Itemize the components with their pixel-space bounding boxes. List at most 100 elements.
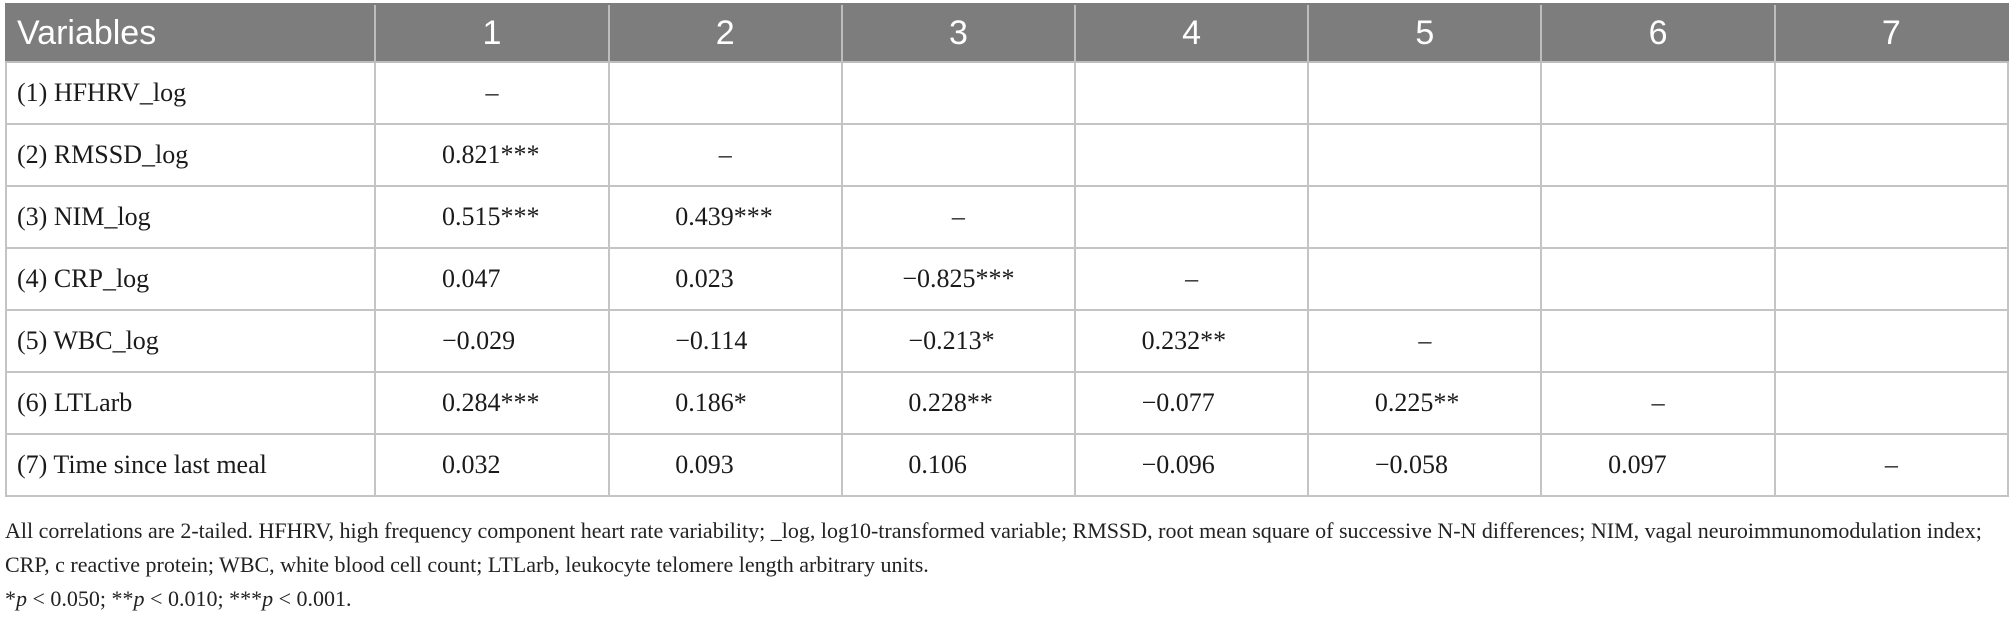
- column-header-5: 5: [1307, 3, 1542, 63]
- correlation-cell: 0.097: [1540, 433, 1776, 497]
- correlation-value: –: [485, 78, 499, 107]
- significance-label: p: [262, 586, 274, 611]
- correlation-value: −0.096: [1141, 450, 1215, 479]
- correlation-cell: [1773, 371, 2010, 435]
- correlation-cell: −0.058: [1307, 433, 1543, 497]
- variable-label: (1) HFHRV_log: [4, 61, 377, 125]
- column-header-6: 6: [1540, 3, 1775, 63]
- variable-label: (2) RMSSD_log: [4, 123, 377, 187]
- correlation-cell: [1307, 61, 1543, 125]
- correlation-value: –: [718, 140, 732, 169]
- correlation-cell: [1074, 123, 1310, 187]
- correlation-table: Variables 1 2 3 4 5 6 7 (1) HFHRV_log – (2) RMSSD…: [4, 3, 2010, 497]
- column-header-4: 4: [1074, 3, 1309, 63]
- correlation-cell: [1773, 247, 2010, 311]
- table-row: (7) Time since last meal 0.032 0.093 0.106 −…: [4, 433, 2010, 497]
- correlation-value: 0.097: [1608, 450, 1667, 479]
- correlation-value: −0.213*: [908, 326, 995, 355]
- correlation-cell: −0.213*: [840, 309, 1077, 373]
- correlation-cell: −0.077: [1074, 371, 1310, 435]
- table-row: (4) CRP_log 0.047 0.023 −0.825*** –: [4, 247, 2010, 311]
- correlation-cell: [1307, 123, 1543, 187]
- correlation-cell: –: [1540, 371, 1776, 435]
- significance-threshold: < 0.050;: [27, 586, 112, 611]
- table-row: (1) HFHRV_log –: [4, 61, 2010, 125]
- correlation-cell: [1773, 123, 2010, 187]
- table-row: (6) LTLarb 0.284*** 0.186* 0.228** −0.077 0.2…: [4, 371, 2010, 435]
- correlation-value: 0.232**: [1141, 326, 1227, 355]
- correlation-value: −0.058: [1374, 450, 1449, 479]
- correlation-cell: [1307, 185, 1543, 249]
- correlation-cell: [1773, 185, 2010, 249]
- correlation-value: −0.077: [1141, 388, 1215, 417]
- correlation-table-container: Variables 1 2 3 4 5 6 7 (1) HFHRV_log – (2) RMSSD…: [4, 3, 2010, 497]
- correlation-value: –: [1185, 264, 1199, 293]
- correlation-cell: [1074, 61, 1310, 125]
- table-notes: All correlations are 2-tailed. HFHRV, hi…: [5, 514, 2011, 616]
- correlation-cell: 0.821***: [374, 123, 610, 187]
- correlation-cell: [1540, 123, 1776, 187]
- correlation-value: 0.439***: [675, 202, 773, 231]
- table-header-row: Variables 1 2 3 4 5 6 7: [4, 3, 2010, 63]
- correlation-cell: [1773, 309, 2010, 373]
- column-header-7: 7: [1773, 3, 2010, 63]
- correlation-cell: 0.106: [840, 433, 1077, 497]
- correlation-cell: 0.284***: [374, 371, 610, 435]
- significance-label: p: [16, 586, 27, 611]
- correlation-cell: [1307, 247, 1543, 311]
- correlation-cell: 0.232**: [1074, 309, 1310, 373]
- variable-label: (6) LTLarb: [4, 371, 377, 435]
- correlation-cell: [840, 61, 1077, 125]
- correlation-cell: −0.029: [374, 309, 610, 373]
- correlation-cell: [840, 123, 1077, 187]
- correlation-cell: [1074, 185, 1310, 249]
- table-body: (1) HFHRV_log – (2) RMSSD_log 0.821*** – (3) …: [4, 61, 2010, 497]
- correlation-value: –: [1884, 450, 1898, 479]
- correlation-cell: −0.825***: [840, 247, 1077, 311]
- correlation-value: –: [1651, 388, 1665, 417]
- correlation-cell: 0.225**: [1307, 371, 1543, 435]
- correlation-cell: −0.096: [1074, 433, 1310, 497]
- correlation-cell: 0.186*: [607, 371, 843, 435]
- correlation-value: 0.023: [675, 264, 734, 293]
- correlation-value: −0.114: [675, 326, 748, 355]
- correlation-value: 0.186*: [675, 388, 747, 417]
- correlation-cell: –: [1773, 433, 2010, 497]
- column-header-1: 1: [374, 3, 609, 63]
- correlation-cell: −0.114: [607, 309, 843, 373]
- correlation-value: –: [1418, 326, 1432, 355]
- variable-label: (3) NIM_log: [4, 185, 377, 249]
- table-row: (2) RMSSD_log 0.821*** –: [4, 123, 2010, 187]
- correlation-cell: 0.032: [374, 433, 610, 497]
- significance-mark: **: [111, 586, 134, 611]
- correlation-value: −0.029: [441, 326, 516, 355]
- correlation-value: 0.032: [441, 450, 501, 479]
- table-footnote: All correlations are 2-tailed. HFHRV, hi…: [5, 518, 1982, 577]
- correlation-cell: –: [840, 185, 1077, 249]
- column-header-2: 2: [607, 3, 842, 63]
- correlation-cell: –: [1307, 309, 1543, 373]
- correlation-cell: [1540, 247, 1776, 311]
- correlation-cell: 0.439***: [607, 185, 843, 249]
- correlation-cell: 0.515***: [374, 185, 610, 249]
- correlation-value: 0.225**: [1374, 388, 1460, 417]
- correlation-cell: [1540, 61, 1776, 125]
- correlation-value: 0.228**: [908, 388, 993, 417]
- correlation-cell: 0.023: [607, 247, 843, 311]
- correlation-value: 0.284***: [441, 388, 540, 417]
- correlation-cell: –: [374, 61, 610, 125]
- correlation-cell: [607, 61, 843, 125]
- correlation-value: –: [951, 202, 965, 231]
- correlation-cell: –: [1074, 247, 1310, 311]
- variable-label: (7) Time since last meal: [4, 433, 377, 497]
- table-row: (3) NIM_log 0.515*** 0.439*** –: [4, 185, 2010, 249]
- correlation-cell: [1540, 185, 1776, 249]
- variable-label: (5) WBC_log: [4, 309, 377, 373]
- correlation-cell: [1773, 61, 2010, 125]
- correlation-cell: –: [607, 123, 843, 187]
- correlation-cell: 0.093: [607, 433, 843, 497]
- correlation-value: 0.093: [675, 450, 734, 479]
- column-header-variables: Variables: [4, 3, 376, 63]
- correlation-value: 0.821***: [441, 140, 540, 169]
- correlation-cell: 0.228**: [840, 371, 1077, 435]
